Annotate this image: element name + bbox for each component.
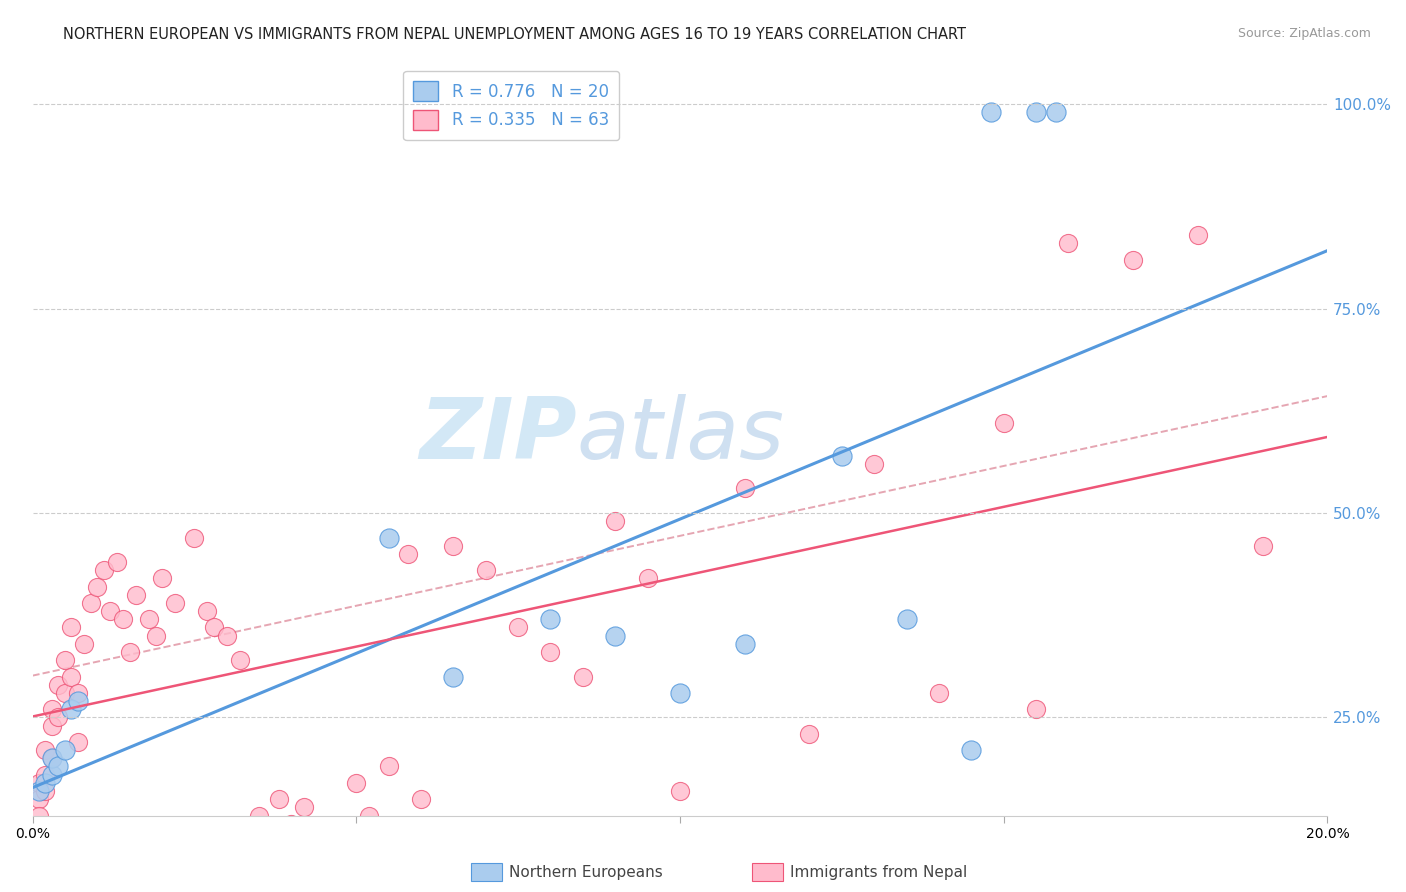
Point xyxy=(28,792,51,806)
Point xyxy=(28,808,51,822)
Point xyxy=(93,563,115,577)
Point xyxy=(441,669,464,683)
Point xyxy=(474,563,496,577)
Text: atlas: atlas xyxy=(576,394,785,477)
Point xyxy=(980,105,1002,120)
Point xyxy=(34,767,56,781)
Point xyxy=(41,702,63,716)
Point xyxy=(831,449,853,463)
Point xyxy=(1025,702,1047,716)
Point xyxy=(1057,236,1080,251)
Point xyxy=(48,759,70,773)
Point xyxy=(799,727,821,741)
Point xyxy=(34,743,56,757)
Text: Immigrants from Nepal: Immigrants from Nepal xyxy=(790,865,967,880)
Point xyxy=(41,751,63,765)
Text: Source: ZipAtlas.com: Source: ZipAtlas.com xyxy=(1237,27,1371,40)
Point xyxy=(60,620,83,634)
Point xyxy=(112,612,135,626)
Point xyxy=(605,514,627,528)
Point xyxy=(125,588,148,602)
Point xyxy=(48,678,70,692)
Point xyxy=(60,702,83,716)
Point xyxy=(202,620,225,634)
Point xyxy=(734,482,756,496)
Point xyxy=(34,784,56,798)
Point xyxy=(215,629,238,643)
Point xyxy=(540,645,562,659)
Point xyxy=(960,743,983,757)
Point xyxy=(41,751,63,765)
Point xyxy=(118,645,141,659)
Point xyxy=(48,710,70,724)
Point xyxy=(163,596,186,610)
Point xyxy=(105,555,128,569)
Point xyxy=(669,784,692,798)
Point xyxy=(34,776,56,790)
Point xyxy=(41,767,63,781)
Point xyxy=(247,808,270,822)
Point xyxy=(344,776,367,790)
Text: Northern Europeans: Northern Europeans xyxy=(509,865,662,880)
Point xyxy=(669,686,692,700)
Point xyxy=(150,571,173,585)
Point xyxy=(80,596,103,610)
Point xyxy=(86,580,108,594)
Point xyxy=(145,629,167,643)
Point xyxy=(53,653,76,667)
Point xyxy=(66,686,89,700)
Point xyxy=(195,604,218,618)
Point xyxy=(734,637,756,651)
Point xyxy=(441,539,464,553)
Point xyxy=(73,637,96,651)
Point xyxy=(280,816,302,830)
Point xyxy=(138,612,160,626)
Point xyxy=(637,571,659,585)
Point xyxy=(294,800,316,814)
Point xyxy=(1122,252,1144,267)
Point xyxy=(863,457,886,471)
Point xyxy=(377,759,399,773)
Point xyxy=(572,669,595,683)
Point xyxy=(28,776,51,790)
Point xyxy=(312,825,335,839)
Point xyxy=(267,792,290,806)
Point xyxy=(60,669,83,683)
Point xyxy=(359,808,381,822)
Text: ZIP: ZIP xyxy=(419,394,576,477)
Point xyxy=(66,694,89,708)
Point xyxy=(228,653,250,667)
Point xyxy=(53,743,76,757)
Point xyxy=(28,784,51,798)
Point xyxy=(98,604,121,618)
Point xyxy=(396,547,419,561)
Text: NORTHERN EUROPEAN VS IMMIGRANTS FROM NEPAL UNEMPLOYMENT AMONG AGES 16 TO 19 YEAR: NORTHERN EUROPEAN VS IMMIGRANTS FROM NEP… xyxy=(63,27,966,42)
Point xyxy=(1251,539,1274,553)
Legend: R = 0.776   N = 20, R = 0.335   N = 63: R = 0.776 N = 20, R = 0.335 N = 63 xyxy=(404,71,619,140)
Point xyxy=(540,612,562,626)
Point xyxy=(409,792,432,806)
Point xyxy=(183,531,205,545)
Point xyxy=(66,735,89,749)
Point xyxy=(53,686,76,700)
Point xyxy=(1025,105,1047,120)
Point xyxy=(41,718,63,732)
Point xyxy=(896,612,918,626)
Point xyxy=(993,416,1015,430)
Point xyxy=(928,686,950,700)
Point xyxy=(506,620,529,634)
Point xyxy=(1187,227,1209,242)
Point xyxy=(1045,105,1067,120)
Point xyxy=(605,629,627,643)
Point xyxy=(377,531,399,545)
